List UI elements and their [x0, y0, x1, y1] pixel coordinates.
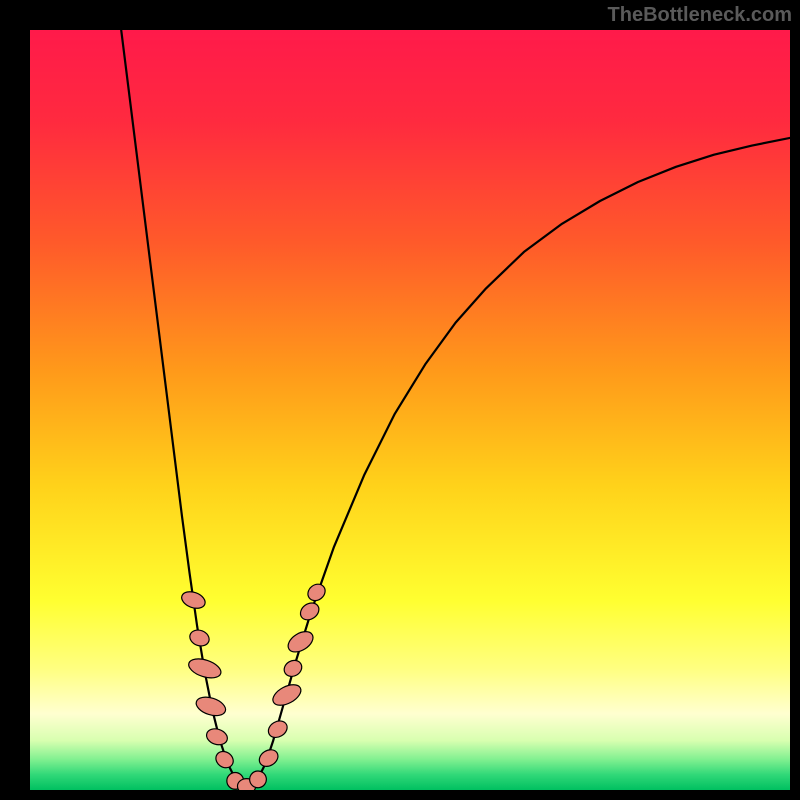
chart-frame: TheBottleneck.com [0, 0, 800, 800]
chart-svg [30, 30, 790, 790]
plot-area [30, 30, 790, 790]
gradient-background [30, 30, 790, 790]
attribution-text: TheBottleneck.com [608, 4, 792, 27]
